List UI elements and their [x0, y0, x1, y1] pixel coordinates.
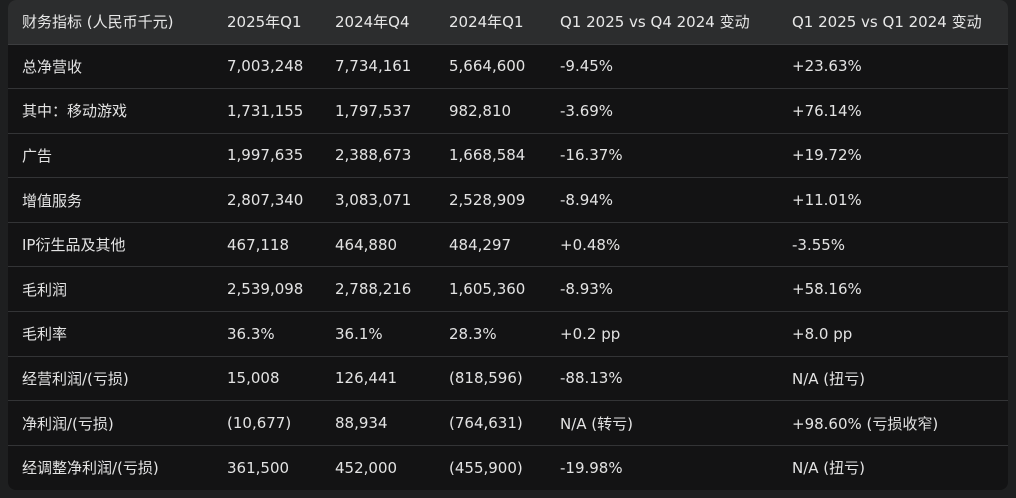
- value-2024q4-cell: 2,388,673: [335, 146, 412, 165]
- table-header: 财务指标 (人民币千元) 2025年Q1 2024年Q4 2024年Q1 Q1 …: [8, 0, 1008, 45]
- metric-cell: 广告: [22, 146, 53, 165]
- metric-cell: 毛利率: [22, 325, 68, 344]
- qoq-change-cell: +0.48%: [560, 235, 621, 254]
- yoy-change-cell: +23.63%: [792, 57, 862, 76]
- table-row: 其中：移动游戏 1,731,155 1,797,537 982,810 -3.69% +7…: [8, 89, 1008, 134]
- column-header-2024q1: 2024年Q1: [435, 0, 546, 45]
- yoy-change-cell: +98.60% (亏损收窄): [792, 414, 939, 433]
- table-row: 经营利润/(亏损) 15,008 126,441 (818,596) -88.13% N/…: [8, 356, 1008, 401]
- table-row: 毛利率 36.3% 36.1% 28.3% +0.2 pp +8.0 pp: [8, 312, 1008, 357]
- qoq-change-cell: -16.37%: [560, 146, 623, 165]
- metric-cell: 毛利润: [22, 280, 68, 299]
- metric-cell: IP衍生品及其他: [22, 236, 126, 255]
- qoq-change-cell: -3.69%: [560, 101, 614, 120]
- value-2024q4-cell: 464,880: [335, 235, 398, 254]
- value-2024q1-cell: 2,528,909: [449, 191, 526, 210]
- qoq-change-cell: -8.94%: [560, 191, 614, 210]
- value-2025q1-cell: 7,003,248: [227, 57, 304, 76]
- qoq-change-cell: -19.98%: [560, 458, 623, 477]
- table-header-row: 财务指标 (人民币千元) 2025年Q1 2024年Q4 2024年Q1 Q1 …: [8, 0, 1008, 45]
- yoy-change-cell: +11.01%: [792, 191, 862, 210]
- metric-cell: 净利润/(亏损): [22, 414, 114, 433]
- value-2024q4-cell: 452,000: [335, 458, 398, 477]
- qoq-change-cell: -8.93%: [560, 280, 614, 299]
- value-2024q4-cell: 126,441: [335, 369, 398, 388]
- value-2025q1-cell: 36.3%: [227, 324, 275, 343]
- metric-cell: 总净营收: [22, 57, 83, 76]
- value-2024q4-cell: 88,934: [335, 414, 388, 433]
- table-row: 毛利润 2,539,098 2,788,216 1,605,360 -8.93% +58.…: [8, 267, 1008, 312]
- value-2024q1-cell: (455,900): [449, 458, 523, 477]
- column-header-metric: 财务指标 (人民币千元): [8, 0, 213, 45]
- column-header-2025q1: 2025年Q1: [213, 0, 321, 45]
- qoq-change-cell: +0.2 pp: [560, 324, 621, 343]
- value-2024q4-cell: 1,797,537: [335, 101, 412, 120]
- value-2025q1-cell: 2,539,098: [227, 280, 304, 299]
- value-2025q1-cell: 2,807,340: [227, 191, 304, 210]
- value-2024q1-cell: 5,664,600: [449, 57, 526, 76]
- value-2025q1-cell: (10,677): [227, 414, 292, 433]
- metric-cell: 经营利润/(亏损): [22, 369, 129, 388]
- value-2025q1-cell: 1,997,635: [227, 146, 304, 165]
- financial-table-container: 财务指标 (人民币千元) 2025年Q1 2024年Q4 2024年Q1 Q1 …: [8, 0, 1008, 490]
- table-row: 经调整净利润/(亏损) 361,500 452,000 (455,900) -19.98…: [8, 445, 1008, 490]
- value-2024q4-cell: 3,083,071: [335, 191, 412, 210]
- value-2024q4-cell: 2,788,216: [335, 280, 412, 299]
- yoy-change-cell: -3.55%: [792, 235, 846, 254]
- yoy-change-cell: +58.16%: [792, 280, 862, 299]
- table-row: 增值服务 2,807,340 3,083,071 2,528,909 -8.94% +11…: [8, 178, 1008, 223]
- column-header-qoq-change: Q1 2025 vs Q4 2024 变动: [546, 0, 778, 45]
- table-row: IP衍生品及其他 467,118 464,880 484,297 +0.48% -3.55…: [8, 222, 1008, 267]
- column-header-2024q4: 2024年Q4: [321, 0, 435, 45]
- financial-metrics-table: 财务指标 (人民币千元) 2025年Q1 2024年Q4 2024年Q1 Q1 …: [8, 0, 1008, 490]
- metric-cell: 经调整净利润/(亏损): [22, 459, 159, 478]
- value-2024q1-cell: (764,631): [449, 414, 523, 433]
- value-2025q1-cell: 467,118: [227, 235, 290, 254]
- value-2024q1-cell: (818,596): [449, 369, 523, 388]
- value-2024q1-cell: 28.3%: [449, 324, 497, 343]
- table-body: 总净营收 7,003,248 7,734,161 5,664,600 -9.45% +23…: [8, 44, 1008, 490]
- value-2025q1-cell: 361,500: [227, 458, 290, 477]
- value-2025q1-cell: 15,008: [227, 369, 280, 388]
- column-header-yoy-change: Q1 2025 vs Q1 2024 变动: [778, 0, 1008, 45]
- value-2025q1-cell: 1,731,155: [227, 101, 304, 120]
- yoy-change-cell: +8.0 pp: [792, 324, 853, 343]
- yoy-change-cell: +19.72%: [792, 146, 862, 165]
- qoq-change-cell: N/A (转亏): [560, 414, 634, 433]
- yoy-change-cell: N/A (扭亏): [792, 369, 866, 388]
- metric-cell: 其中：移动游戏: [22, 102, 128, 121]
- value-2024q4-cell: 7,734,161: [335, 57, 412, 76]
- yoy-change-cell: +76.14%: [792, 101, 862, 120]
- value-2024q1-cell: 1,605,360: [449, 280, 526, 299]
- table-row: 总净营收 7,003,248 7,734,161 5,664,600 -9.45% +23…: [8, 44, 1008, 89]
- qoq-change-cell: -9.45%: [560, 57, 614, 76]
- value-2024q1-cell: 1,668,584: [449, 146, 526, 165]
- qoq-change-cell: -88.13%: [560, 369, 623, 388]
- value-2024q4-cell: 36.1%: [335, 324, 383, 343]
- value-2024q1-cell: 484,297: [449, 235, 512, 254]
- value-2024q1-cell: 982,810: [449, 101, 512, 120]
- metric-cell: 增值服务: [22, 191, 83, 210]
- table-row: 净利润/(亏损) (10,677) 88,934 (764,631) N/A (转亏) +…: [8, 401, 1008, 446]
- yoy-change-cell: N/A (扭亏): [792, 459, 866, 478]
- table-row: 广告 1,997,635 2,388,673 1,668,584 -16.37% +19.…: [8, 133, 1008, 178]
